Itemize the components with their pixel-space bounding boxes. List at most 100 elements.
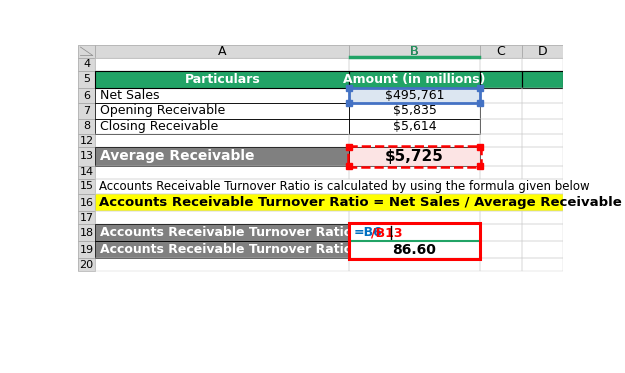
Bar (479, 211, 522, 224)
Bar (479, 166, 522, 179)
Bar (78, 179, 95, 194)
Bar (479, 71, 522, 88)
Bar (479, 119, 522, 134)
Text: A: A (218, 45, 226, 58)
Bar (479, 45, 522, 58)
Bar (479, 147, 522, 166)
Text: Closing Receivable: Closing Receivable (100, 120, 218, 133)
Bar (349, 71, 479, 88)
Bar (349, 45, 479, 58)
Bar (95, 224, 349, 241)
Bar (349, 147, 479, 166)
Bar (479, 71, 522, 88)
Bar (95, 179, 562, 194)
Bar (479, 58, 522, 71)
Bar (349, 88, 479, 103)
Bar (78, 194, 95, 211)
Bar (95, 258, 349, 271)
Text: D: D (538, 45, 547, 58)
Bar (522, 224, 562, 241)
Text: $5,614: $5,614 (392, 120, 436, 133)
Text: Accounts Receivable Turnover Ratio is calculated by using the formula given belo: Accounts Receivable Turnover Ratio is ca… (99, 180, 589, 193)
Bar (78, 103, 95, 119)
Bar (78, 211, 95, 224)
Bar (522, 58, 562, 71)
Bar (479, 258, 522, 271)
Bar (95, 241, 349, 258)
Bar (349, 166, 479, 179)
Bar (95, 258, 349, 271)
Bar (522, 45, 562, 58)
Bar (522, 103, 562, 119)
Bar (349, 58, 479, 71)
Bar (522, 88, 562, 103)
Bar (95, 194, 562, 211)
Bar (78, 147, 95, 166)
Bar (522, 211, 562, 224)
Bar (95, 88, 349, 103)
Bar (95, 45, 349, 58)
Bar (479, 103, 522, 119)
Text: C: C (496, 45, 505, 58)
Bar (95, 103, 349, 119)
Bar (479, 166, 522, 179)
Bar (95, 58, 349, 71)
Bar (479, 58, 522, 71)
Text: Particulars: Particulars (184, 73, 260, 86)
Bar (522, 134, 562, 147)
Bar (78, 134, 95, 147)
Bar (78, 241, 95, 258)
Bar (78, 258, 95, 271)
Bar (349, 88, 479, 103)
Bar (522, 71, 562, 88)
Bar (78, 119, 95, 134)
Bar (349, 88, 479, 103)
Text: 86.60: 86.60 (392, 242, 436, 257)
Text: B: B (410, 45, 419, 58)
Bar (95, 134, 349, 147)
Bar (349, 224, 479, 241)
Bar (522, 258, 562, 271)
Bar (522, 241, 562, 258)
Bar (95, 211, 349, 224)
Bar (95, 134, 349, 147)
Text: Amount (in millions): Amount (in millions) (343, 73, 486, 86)
Text: 15: 15 (79, 181, 94, 191)
Bar (349, 45, 479, 58)
Text: Accounts Receivable Turnover Ratio: Accounts Receivable Turnover Ratio (100, 226, 352, 239)
Bar (348, 145, 481, 167)
Bar (522, 45, 562, 58)
Bar (78, 258, 95, 271)
Bar (349, 134, 479, 147)
Bar (349, 258, 479, 271)
Bar (78, 58, 95, 71)
Text: 5: 5 (83, 74, 90, 84)
Bar (522, 88, 562, 103)
Bar (78, 224, 95, 241)
Bar (349, 119, 479, 134)
Text: $495,761: $495,761 (385, 89, 444, 102)
Bar (95, 147, 349, 166)
Bar (78, 211, 95, 224)
Bar (349, 134, 479, 147)
Text: $5,835: $5,835 (392, 104, 436, 117)
Bar (78, 147, 95, 166)
Bar (522, 147, 562, 166)
Bar (522, 166, 562, 179)
Bar (349, 224, 479, 241)
Text: =B6: =B6 (354, 226, 382, 239)
Bar (78, 241, 95, 258)
Bar (349, 258, 479, 271)
Bar (349, 71, 479, 88)
Text: Accounts Receivable Turnover Ratio = Net Sales / Average Receivable: Accounts Receivable Turnover Ratio = Net… (99, 196, 622, 209)
Bar (95, 88, 349, 103)
Bar (479, 211, 522, 224)
Bar (522, 211, 562, 224)
Text: 12: 12 (79, 136, 94, 145)
Bar (78, 224, 95, 241)
Bar (95, 166, 349, 179)
Bar (349, 211, 479, 224)
Bar (479, 103, 522, 119)
Bar (78, 71, 95, 88)
Text: Average Receivable: Average Receivable (100, 150, 254, 163)
